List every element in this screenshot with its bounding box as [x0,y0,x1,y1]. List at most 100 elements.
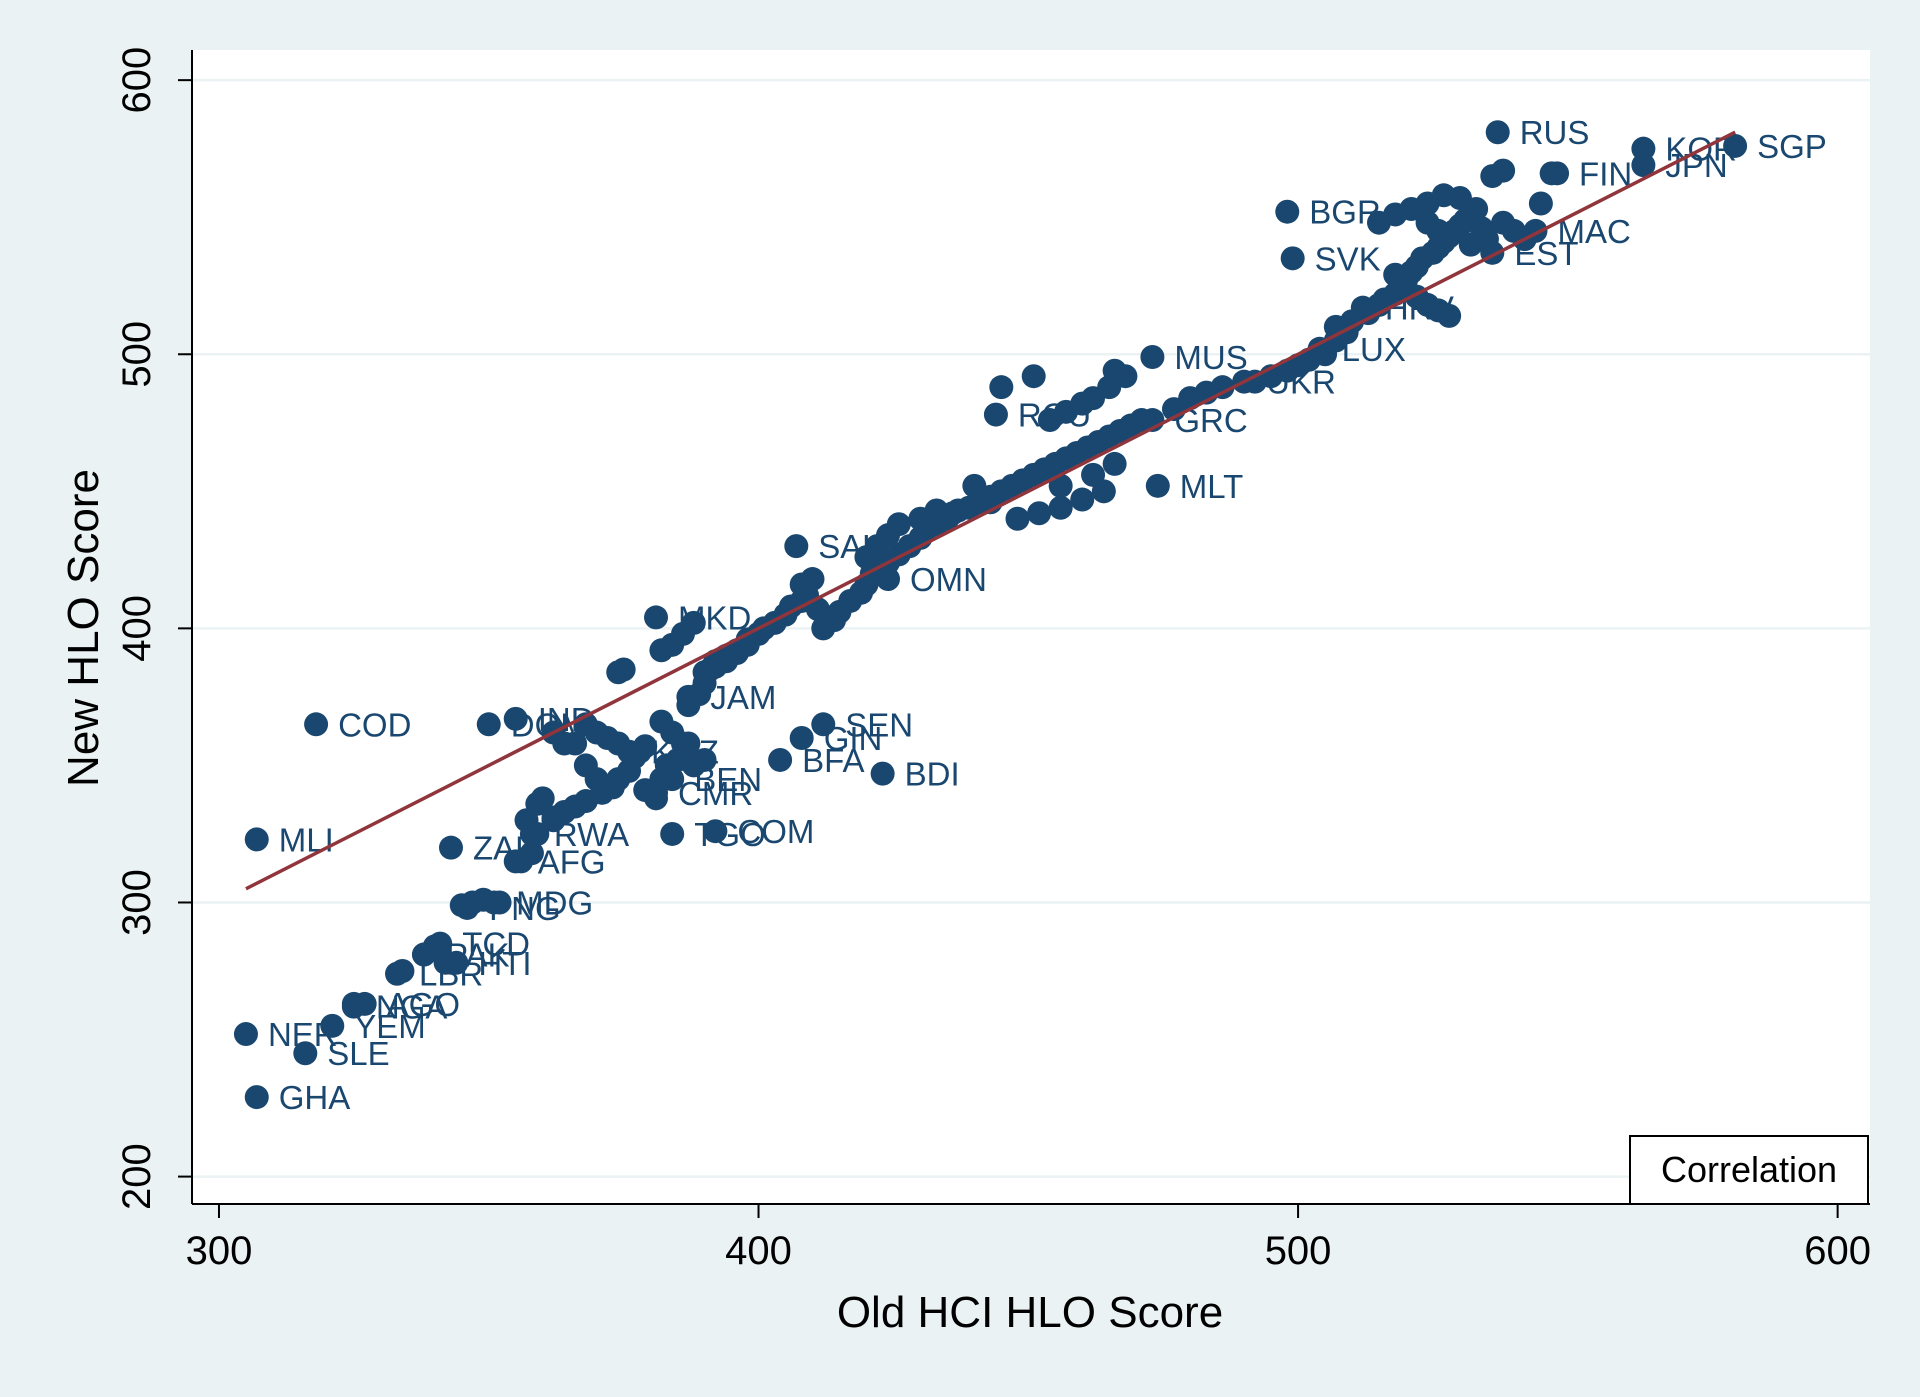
point-label: HRV [1385,290,1454,327]
point-label: MAC [1557,213,1630,250]
y-tick-label: 500 [115,321,159,388]
x-axis-title: Old HCI HLO Score [837,1288,1223,1337]
data-point [1447,186,1472,211]
legend-label: Correlation [1661,1149,1837,1190]
point-label: SGP [1757,128,1827,165]
data-point [784,534,809,559]
data-point [233,1022,258,1047]
data-point [1350,295,1375,320]
data-point [681,610,706,635]
data-point [789,726,814,751]
data-point [870,761,895,786]
data-point [1021,364,1046,389]
y-tick-label: 300 [115,869,159,936]
data-point [1027,501,1052,526]
point-label: NGA [376,989,448,1026]
plot-area [192,50,1870,1204]
data-point [692,747,717,772]
data-point [1458,232,1483,257]
x-ticks: 300 400 500 600 [186,1204,1871,1273]
data-point [1145,473,1170,498]
point-label: AGO [387,986,460,1023]
data-point [962,473,987,498]
data-point [244,1085,269,1110]
point-label: UKR [1266,364,1336,401]
fit-line [245,130,1736,891]
data-point [476,712,501,737]
grid-lines [192,78,1870,1178]
data-point [455,895,480,920]
data-point [989,375,1014,400]
data-point [703,819,728,844]
data-point [617,739,642,764]
data-point [660,767,685,792]
point-label: JAM [710,679,776,716]
data-point [670,731,695,756]
point-label: LUX [1342,331,1406,368]
data-point [660,821,685,846]
point-label: TGO [694,816,766,853]
y-axis-title: New HLO Score [59,469,108,787]
data-point [768,747,793,772]
data-point [438,835,463,860]
data-point [293,1041,318,1066]
point-label: COD [338,706,411,743]
x-tick-label: 300 [186,1229,253,1273]
data-point [1280,246,1305,271]
data-point [320,1013,345,1038]
data-point [886,512,911,537]
point-label: SAU [818,528,886,565]
data-point [1005,506,1030,531]
data-point [482,890,507,915]
data-point [1723,133,1748,158]
data-point [341,994,366,1019]
data-point [244,827,269,852]
data-point [676,684,701,709]
x-tick-label: 500 [1265,1229,1332,1273]
point-label: CMR [678,775,753,812]
data-point [1070,487,1095,512]
point-label: BEN [694,761,762,798]
data-point [1485,120,1510,145]
point-label: IND [538,701,595,738]
data-point [519,821,544,846]
point-label: BFA [802,742,864,779]
point-label: MLI [279,821,334,858]
point-label: FIN [1579,155,1632,192]
data-point [1307,336,1332,361]
data-point [1491,158,1516,183]
point-label: SLE [327,1035,389,1072]
point-label: KGZ [651,734,719,771]
data-point [800,567,825,592]
point-label: GRC [1174,402,1247,439]
point-label: GIN [824,720,883,757]
data-point [644,780,669,805]
x-tick-label: 400 [725,1229,792,1273]
point-label: OMN [910,561,987,598]
point-label: COM [737,813,814,850]
data-point [611,657,636,682]
point-label: BGR [1309,194,1381,231]
data-point [644,605,669,630]
point-label: SEN [845,706,913,743]
y-tick-label: 400 [115,595,159,662]
legend-box [1629,1135,1869,1205]
data-point [563,731,588,756]
point-label: MUS [1174,339,1247,376]
point-label: RUS [1520,114,1590,151]
data-point [1140,345,1165,370]
point-label: EST [1514,235,1578,272]
data-point [1631,153,1656,178]
data-point [503,706,528,731]
data-point [1275,199,1300,224]
y-ticks: 200 300 400 500 600 [115,47,192,1210]
point-label: MKD [678,599,751,636]
data-point [1102,358,1127,383]
point-label: GHA [279,1079,351,1116]
point-label: ROU [1018,397,1091,434]
data-point [1210,375,1235,400]
data-point [1048,495,1073,520]
point-label: MLT [1180,468,1244,505]
point-label: BDI [905,756,960,793]
